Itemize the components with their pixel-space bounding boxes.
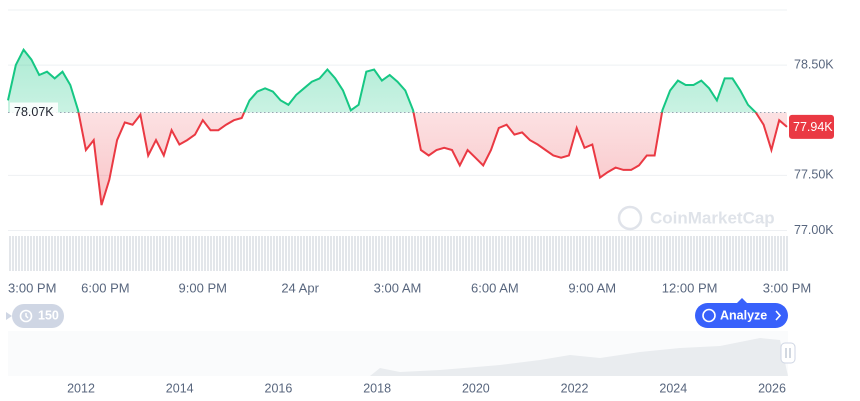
price-line-down <box>77 112 788 206</box>
navigator-tick-label: 2024 <box>659 381 687 395</box>
range-button[interactable]: 150 <box>6 304 64 328</box>
navigator-tick-label: 2022 <box>561 381 589 395</box>
volume <box>8 236 788 271</box>
analyze-label: Analyze <box>720 308 767 322</box>
y-tick-label: 77.00K <box>794 223 834 237</box>
area-down <box>8 112 787 206</box>
watermark-text: CoinMarketCap <box>650 208 775 227</box>
x-tick-label: 12:00 PM <box>662 280 718 295</box>
range-button-label: 150 <box>38 308 59 322</box>
reference-label-bg <box>10 102 58 122</box>
current-label-bg <box>789 114 834 139</box>
current-label: 77.94K <box>793 120 833 134</box>
navigator-tick-label: 2012 <box>67 381 95 395</box>
x-tick-label: 9:00 AM <box>568 280 616 295</box>
navigator-tick-label: 2020 <box>462 381 490 395</box>
x-tick-label: 3:00 AM <box>374 280 422 295</box>
x-tick-label: 3:00 PM <box>8 280 56 295</box>
navigator-tick-label: 2016 <box>265 381 293 395</box>
watermark: CoinMarketCap <box>617 205 775 231</box>
x-tick-label: 6:00 AM <box>471 280 519 295</box>
price-line-up <box>7 47 758 113</box>
y-tick-label: 77.50K <box>794 168 834 182</box>
reference-label: 78.07K <box>14 105 54 119</box>
area-up <box>8 49 756 113</box>
y-tick-label: 78.50K <box>794 57 834 71</box>
navigator-handle[interactable] <box>780 342 796 364</box>
navigator-area <box>8 338 788 376</box>
navigator-tick-label: 2026 <box>758 381 786 395</box>
analyze-button[interactable]: Analyze <box>695 298 788 328</box>
x-tick-label: 3:00 PM <box>763 280 811 295</box>
x-tick-label: 6:00 PM <box>81 280 129 295</box>
navigator-tick-label: 2014 <box>166 381 194 395</box>
x-tick-label: 9:00 PM <box>179 280 227 295</box>
x-tick-label: 24 Apr <box>281 280 319 295</box>
navigator-tick-label: 2018 <box>363 381 391 395</box>
